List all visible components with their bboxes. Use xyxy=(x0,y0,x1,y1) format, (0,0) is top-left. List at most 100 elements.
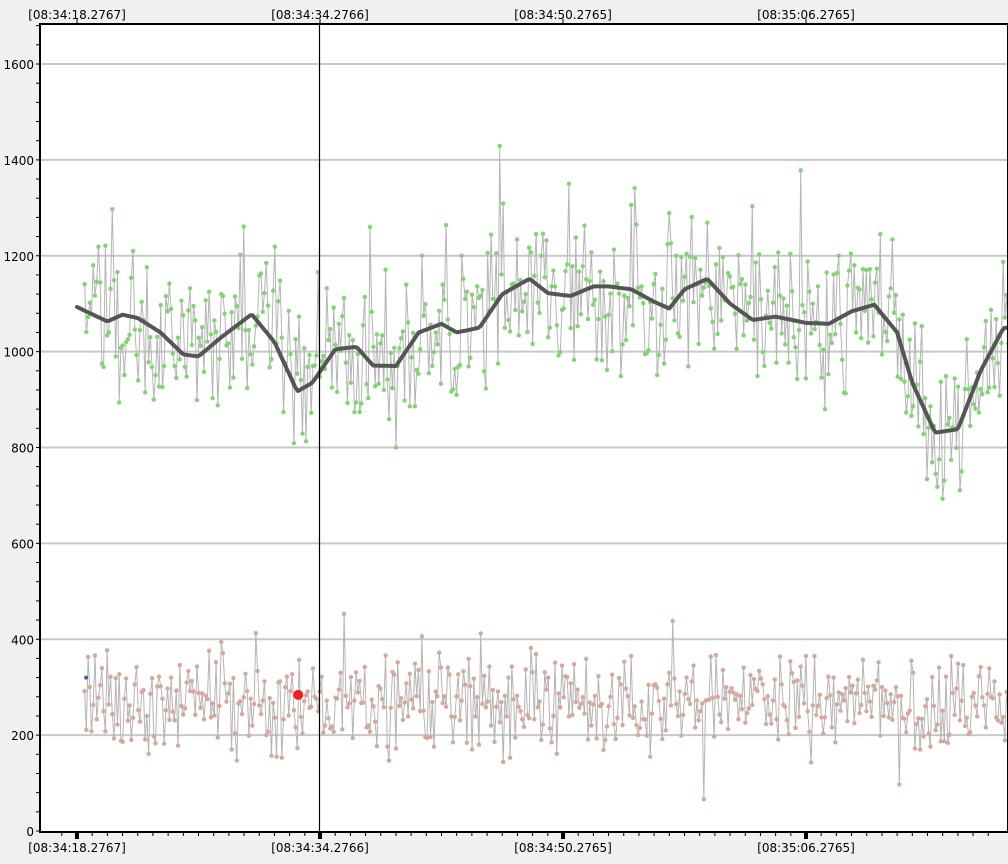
upper-series-point xyxy=(426,370,432,376)
lower-series-point xyxy=(177,662,182,668)
upper-series-point xyxy=(321,353,326,359)
upper-series-point xyxy=(670,296,675,301)
lower-series-point xyxy=(310,666,316,671)
upper-series-point xyxy=(336,321,342,327)
lower-series-point xyxy=(244,688,250,694)
lower-series-point xyxy=(668,703,674,708)
lower-series-point xyxy=(883,688,888,693)
lower-series-point xyxy=(170,709,176,714)
upper-series-point xyxy=(303,439,309,444)
lower-series-point xyxy=(405,714,411,719)
lower-series-point xyxy=(258,711,264,717)
lower-series-point xyxy=(980,695,985,700)
upper-series-point xyxy=(765,288,771,293)
lower-series-point xyxy=(622,659,627,664)
lower-series-point xyxy=(898,693,904,699)
upper-series-point xyxy=(103,243,108,248)
lower-series-point xyxy=(101,708,106,714)
upper-series-point xyxy=(85,314,91,320)
upper-series-point xyxy=(457,362,463,368)
upper-series-point xyxy=(577,269,582,274)
lower-series-point xyxy=(547,726,553,731)
upper-series-point xyxy=(442,297,447,303)
upper-series-point xyxy=(540,231,546,236)
lower-series-point xyxy=(810,703,816,708)
upper-series-point xyxy=(727,274,732,279)
upper-series-point xyxy=(101,364,106,370)
lower-series-point xyxy=(857,710,862,716)
lower-series-point xyxy=(769,721,774,726)
upper-series-point xyxy=(943,373,949,379)
lower-series-point xyxy=(584,656,589,662)
upper-series-point xyxy=(331,305,336,310)
upper-series-point xyxy=(660,286,665,292)
lower-series-point xyxy=(106,702,112,707)
lower-series-point xyxy=(776,737,781,742)
upper-series-point xyxy=(139,299,144,304)
upper-series-point xyxy=(551,268,556,273)
lower-series-point xyxy=(504,714,509,719)
upper-series-point xyxy=(244,385,250,391)
upper-series-point xyxy=(281,409,286,415)
lower-series-point xyxy=(680,712,686,718)
upper-series-point xyxy=(414,367,419,373)
upper-series-point xyxy=(423,301,428,307)
lower-series-point xyxy=(846,674,852,680)
upper-series-point xyxy=(772,265,777,270)
lower-series-point xyxy=(969,694,975,699)
lower-series-point xyxy=(800,683,805,688)
lower-series-point xyxy=(750,702,755,708)
lower-series-point xyxy=(374,743,380,749)
lower-series-point xyxy=(360,700,366,705)
lower-series-point xyxy=(419,634,425,639)
lower-series-point xyxy=(487,664,492,669)
upper-series-point xyxy=(819,375,824,380)
lower-series-point xyxy=(227,681,233,687)
upper-series-point xyxy=(741,333,746,338)
upper-series-point xyxy=(782,342,788,347)
lower-series-point xyxy=(502,693,508,699)
upper-series-point xyxy=(673,253,679,258)
upper-series-point xyxy=(276,299,281,304)
lower-series-point xyxy=(568,681,573,686)
upper-series-point xyxy=(897,317,902,322)
lower-series-point xyxy=(822,715,828,720)
selected-point-marker[interactable] xyxy=(293,689,304,700)
x-tick-label-bottom: [08:34:50.2765] xyxy=(514,841,612,855)
upper-series-point xyxy=(942,478,947,483)
upper-series-point xyxy=(796,327,802,333)
upper-series-point xyxy=(803,376,809,381)
upper-series-point xyxy=(251,344,257,349)
lower-series-point xyxy=(371,704,376,709)
lower-series-point xyxy=(836,690,841,695)
upper-series-point xyxy=(919,324,924,329)
upper-series-point xyxy=(654,372,660,378)
upper-series-point xyxy=(334,389,340,395)
lower-series-point xyxy=(874,678,880,683)
lower-series-point xyxy=(450,740,456,745)
upper-series-point xyxy=(447,331,452,337)
lower-series-point xyxy=(513,735,518,740)
lower-series-point xyxy=(478,631,483,636)
upper-series-point xyxy=(116,400,122,405)
lower-series-point xyxy=(497,719,502,725)
upper-series-point xyxy=(596,316,601,322)
lower-series-point xyxy=(658,716,663,722)
lower-series-point xyxy=(687,701,693,707)
lower-series-point xyxy=(558,705,563,710)
upper-series-point xyxy=(288,351,293,357)
lower-series-point xyxy=(506,675,511,680)
lower-series-point xyxy=(213,660,219,665)
upper-series-point xyxy=(433,330,438,335)
upper-series-point xyxy=(243,327,248,333)
upper-series-point xyxy=(398,336,404,341)
upper-series-point xyxy=(167,281,172,286)
lower-series-point xyxy=(475,695,480,700)
lower-series-point xyxy=(708,654,713,659)
upper-series-point xyxy=(260,309,265,315)
lower-series-point xyxy=(241,695,246,700)
upper-series-point xyxy=(547,325,553,330)
lower-series-point xyxy=(430,699,435,705)
plot-group xyxy=(75,143,1008,802)
upper-series-point xyxy=(964,336,969,342)
